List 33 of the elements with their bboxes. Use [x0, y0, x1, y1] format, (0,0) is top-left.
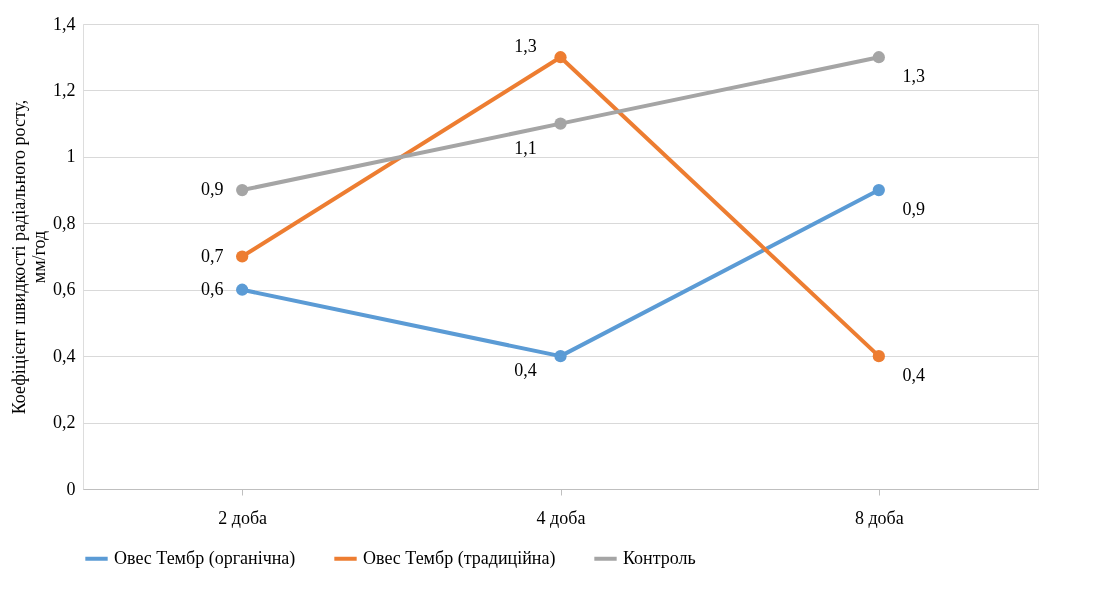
- y-tick-label: 1: [66, 146, 76, 167]
- point: [872, 183, 885, 197]
- y-tick-label: 0,4: [53, 345, 76, 366]
- point: [554, 51, 567, 64]
- data-label: 1,1: [514, 137, 537, 158]
- x-tick-label: 4 доба: [536, 507, 586, 528]
- x-tick-label: 8 доба: [854, 507, 904, 528]
- point: [236, 283, 249, 296]
- x-tick-label: 2 доба: [218, 507, 268, 528]
- legend-label: Овес Тембр (органічна): [114, 547, 296, 569]
- y-tick-label: 1,2: [53, 79, 76, 100]
- data-label: 0,7: [200, 245, 224, 266]
- data-label: 1,3: [902, 66, 926, 87]
- point: [554, 350, 567, 363]
- point: [872, 350, 885, 363]
- y-tick-label: 1,4: [53, 13, 76, 34]
- data-label: 0,9: [200, 179, 224, 200]
- data-label: 0,4: [514, 360, 537, 381]
- data-label: 0,9: [902, 199, 926, 220]
- data-label: 0,4: [902, 365, 926, 386]
- point: [872, 51, 885, 64]
- y-axis-title: Коефіцієнт швидкості радіального росту, мм/год: [9, 99, 49, 415]
- point: [236, 183, 249, 197]
- y-tick-label: 0: [66, 478, 76, 499]
- data-label: 1,3: [514, 36, 537, 57]
- data-label: 0,6: [200, 278, 224, 299]
- legend-label: Контроль: [623, 547, 696, 568]
- point: [554, 117, 567, 130]
- y-tick-label: 0,8: [53, 212, 76, 233]
- y-tick-label: 0,6: [53, 279, 76, 300]
- y-tick-label: 0,2: [53, 412, 76, 433]
- legend-label: Овес Тембр (традиційна): [363, 547, 556, 569]
- point: [236, 250, 249, 263]
